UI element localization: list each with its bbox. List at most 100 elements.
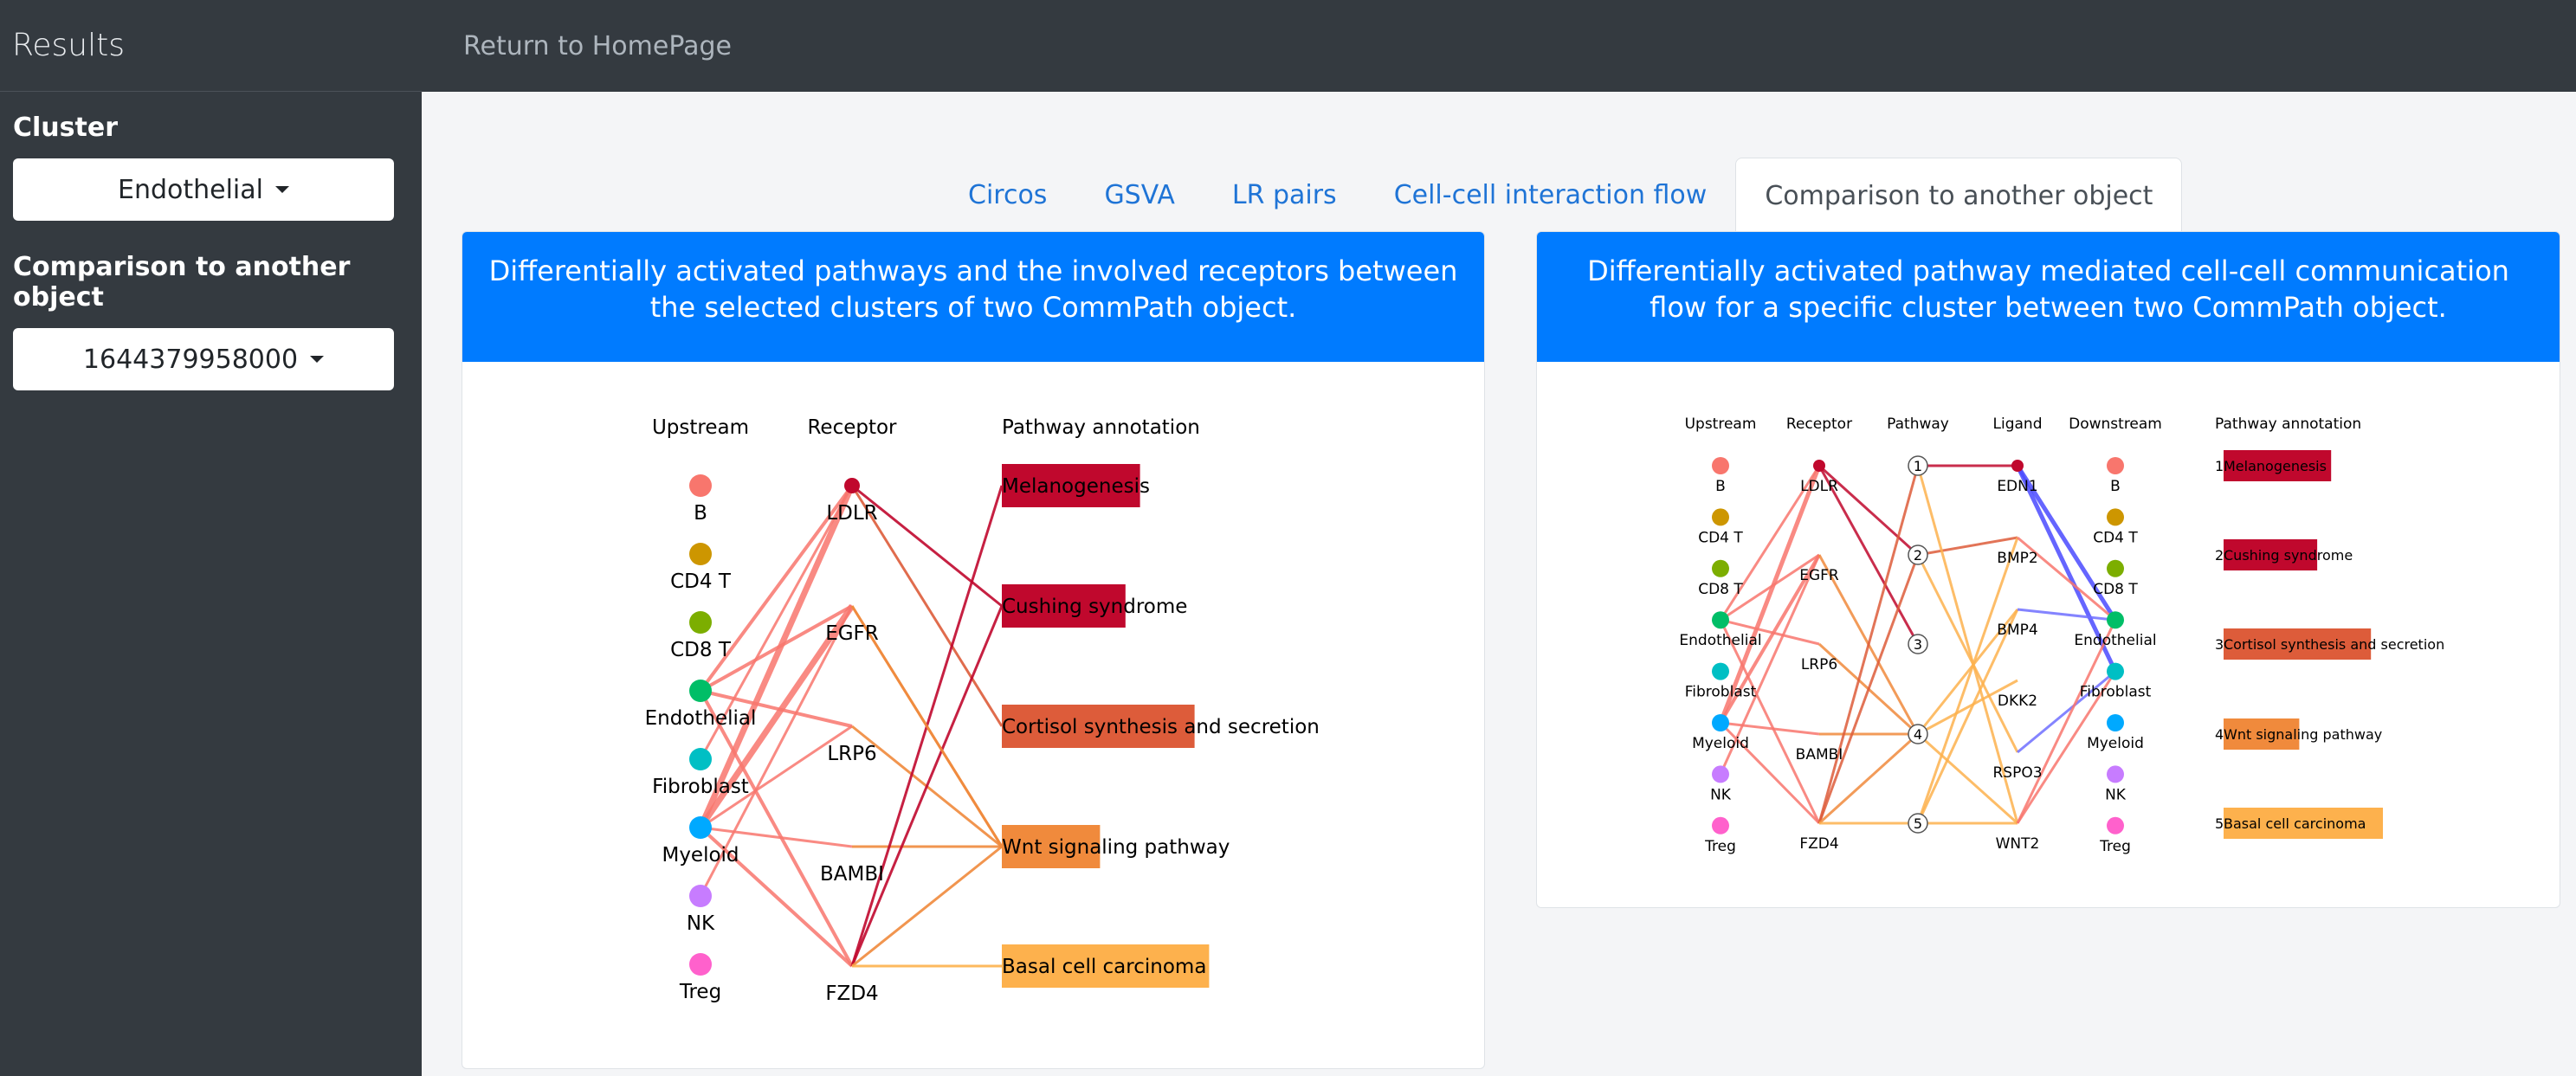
- pathway-receptor-plot: Upstream Receptor Pathway annotation B CD…: [645, 416, 1320, 1005]
- upstream-label: Endothelial: [1679, 632, 1761, 649]
- return-home-link[interactable]: Return to HomePage: [463, 30, 732, 61]
- upstream-label: Treg: [679, 981, 721, 1003]
- upstream-header: Upstream: [652, 416, 749, 439]
- flow-edge: [1817, 554, 1920, 824]
- annotation-label: Cortisol synthesis and secretion: [2224, 636, 2444, 653]
- receptor-label: BAMBI: [820, 863, 884, 886]
- downstream-label: Myeloid: [2087, 735, 2144, 752]
- receptor-pathway-edge: [850, 605, 1004, 967]
- upstream-node-b: [1712, 457, 1729, 474]
- pathway-label: Basal cell carcinoma: [1002, 956, 1206, 978]
- communication-flow-plot: Upstream Receptor Pathway Ligand Downstr…: [1679, 416, 2444, 855]
- upstream-receptor-edge: [700, 689, 853, 728]
- upstream-node-fibroblast: [689, 748, 712, 770]
- upstream-receptor-edge: [700, 826, 853, 848]
- upstream-receptor-edge: [698, 604, 855, 829]
- receptor-label: LRP6: [827, 743, 876, 765]
- tab-cell-cell-interaction-flow[interactable]: Cell-cell interaction flow: [1393, 179, 1708, 210]
- tab-gsva[interactable]: GSVA: [1104, 179, 1175, 210]
- downstream-label: Fibroblast: [2080, 684, 2152, 701]
- flow-edge: [1817, 732, 1920, 825]
- annotation-bar-wnt-signaling-pathway: [2224, 718, 2300, 750]
- ligand-label: BMP2: [1997, 550, 2037, 567]
- downstream-node-nk: [2107, 765, 2124, 783]
- annotation-label: Melanogenesis: [2224, 458, 2327, 474]
- pathway-bar-cortisol-synthesis-and-secretion: [1002, 705, 1195, 748]
- receptor-label: LDLR: [1800, 478, 1838, 495]
- upstream-node-cd8-t: [689, 611, 712, 634]
- annotation-number: 1: [2215, 458, 2224, 474]
- upstream-receptor-edge: [699, 605, 854, 897]
- downstream-label: NK: [2105, 786, 2127, 803]
- upstream-label: Endothelial: [645, 707, 757, 730]
- flow-edge: [1817, 465, 1920, 824]
- upstream-node-myeloid: [689, 816, 712, 839]
- upstream-node-nk: [1712, 765, 1729, 783]
- upstream-label: NK: [687, 912, 715, 935]
- annotation-bar-melanogenesis: [2224, 450, 2332, 481]
- downstream-node-fibroblast: [2107, 662, 2124, 680]
- upstream-node-myeloid: [1712, 714, 1729, 731]
- downstream-label: Endothelial: [2074, 632, 2156, 649]
- annotation-number: 2: [2215, 547, 2224, 564]
- upstream-label: Fibroblast: [1685, 684, 1757, 701]
- ligand-header: Ligand: [1993, 416, 2043, 433]
- pathway-header: Pathway: [1887, 416, 1949, 433]
- upstream-label: B: [694, 502, 707, 525]
- tab-circos[interactable]: Circos: [968, 179, 1048, 210]
- pathway-label: Cortisol synthesis and secretion: [1002, 716, 1320, 738]
- pathway-label: Cushing syndrome: [1002, 596, 1187, 618]
- pathway-node-1: [1908, 455, 1928, 476]
- annotation-number: 4: [2215, 726, 2224, 743]
- upstream-node-cd4-t: [1712, 508, 1729, 526]
- receptor-node-ldlr: [1813, 460, 1825, 472]
- annotation-label: Cushing syndrome: [2224, 547, 2353, 564]
- comparison-dropdown[interactable]: 1644379958000: [13, 328, 394, 390]
- upstream-label: B: [1715, 478, 1726, 495]
- upstream-label: Fibroblast: [652, 776, 749, 798]
- flow-edge: [1718, 465, 1822, 724]
- flow-edge: [1720, 721, 1820, 736]
- downstream-label: Treg: [2099, 838, 2131, 855]
- annotation-bar-cushing-syndrome: [2224, 539, 2318, 570]
- downstream-header: Downstream: [2069, 416, 2162, 433]
- flow-edge: [1719, 465, 1821, 622]
- pathway-number: 1: [1914, 458, 1922, 474]
- result-tabs: Circos GSVA LR pairs Cell-cell interacti…: [939, 158, 2183, 233]
- flow-edge: [1916, 465, 2019, 824]
- upstream-label: Treg: [1704, 838, 1736, 855]
- flow-edge: [2016, 670, 2117, 824]
- receptor-label: FZD4: [825, 983, 878, 1005]
- pathway-bar-melanogenesis: [1002, 464, 1140, 507]
- flow-edge: [2015, 464, 2118, 673]
- pathway-node-3: [1908, 634, 1928, 654]
- annotation-bar-basal-cell-carcinoma: [2224, 808, 2383, 839]
- communication-flow-card: Differentially activated pathway mediate…: [1536, 231, 2560, 908]
- upstream-node-b: [689, 474, 712, 497]
- ligand-node-edn1: [2011, 460, 2024, 472]
- ligand-label: DKK2: [1998, 693, 2037, 710]
- downstream-node-cd8-t: [2107, 559, 2124, 577]
- flow-edge: [1817, 464, 1920, 557]
- flow-edge: [1720, 618, 1820, 646]
- cluster-dropdown[interactable]: Endothelial: [13, 158, 394, 221]
- upstream-receptor-edge: [700, 604, 853, 693]
- annotation-label: Basal cell carcinoma: [2224, 815, 2366, 832]
- pathway-node-5: [1908, 813, 1928, 834]
- pathway-number: 3: [1914, 636, 1922, 653]
- downstream-node-cd4-t: [2107, 508, 2124, 526]
- upstream-label: Myeloid: [662, 844, 739, 867]
- upstream-node-endothelial: [1712, 611, 1729, 629]
- flow-edge: [1916, 609, 2019, 735]
- upstream-node-cd4-t: [689, 543, 712, 565]
- flow-edge: [1817, 465, 1920, 645]
- tab-lr-pairs[interactable]: LR pairs: [1231, 179, 1337, 210]
- tab-comparison[interactable]: Comparison to another object: [1735, 158, 2183, 233]
- sidebar: Results Cluster Endothelial Comparison t…: [0, 0, 422, 1076]
- pathway-bar-wnt-signaling-pathway: [1002, 825, 1101, 868]
- receptor-header: Receptor: [1786, 416, 1852, 433]
- ligand-label: WNT2: [1996, 835, 2040, 853]
- upstream-receptor-edge: [697, 484, 855, 829]
- pathway-receptor-card: Differentially activated pathways and th…: [462, 231, 1485, 1069]
- pathway-number: 5: [1914, 815, 1922, 832]
